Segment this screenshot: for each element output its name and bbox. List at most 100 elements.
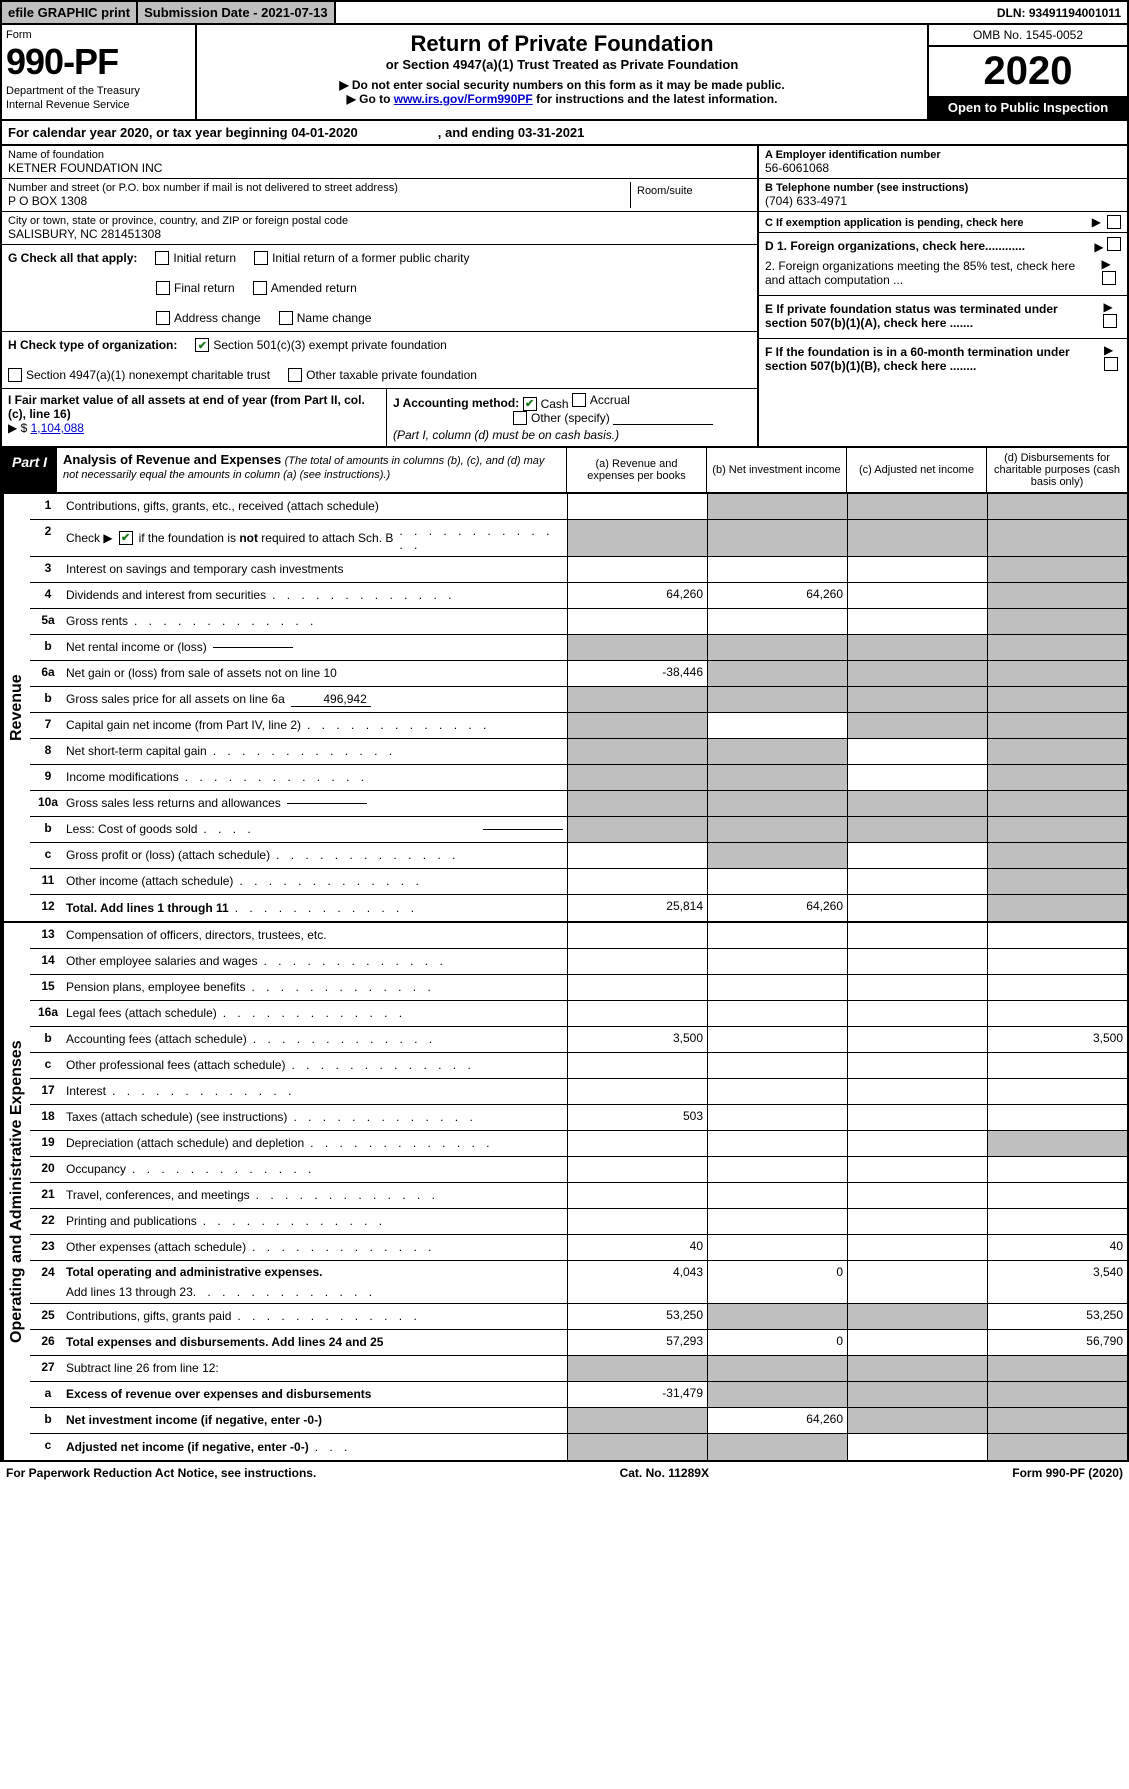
j-cash[interactable]: Cash	[523, 397, 569, 411]
form-subtitle: or Section 4947(a)(1) Trust Treated as P…	[203, 57, 921, 72]
expenses-table: Operating and Administrative Expenses 13…	[0, 923, 1129, 1462]
line24-b: 0	[707, 1261, 847, 1303]
b-label: B Telephone number (see instructions)	[765, 182, 1121, 194]
j-other[interactable]: Other (specify)	[513, 411, 610, 425]
part1-title: Analysis of Revenue and Expenses	[63, 452, 281, 467]
line6b-mini: 496,942	[291, 692, 371, 707]
cal-pre: For calendar year 2020, or tax year begi…	[8, 125, 358, 140]
b-value: (704) 633-4971	[765, 194, 1121, 208]
revenue-side-label: Revenue	[2, 494, 30, 921]
line23-d: 40	[987, 1235, 1127, 1260]
calendar-year-row: For calendar year 2020, or tax year begi…	[0, 121, 1129, 146]
h-label: H Check type of organization:	[8, 338, 177, 352]
submission-btn[interactable]: Submission Date - 2021-07-13	[138, 2, 336, 23]
line26-a: 57,293	[567, 1330, 707, 1355]
h-opt-1[interactable]: Section 501(c)(3) exempt private foundat…	[195, 338, 446, 352]
header-mid: Return of Private Foundation or Section …	[197, 25, 927, 119]
line24-d: 3,540	[987, 1261, 1127, 1303]
line6a-a: -38,446	[567, 661, 707, 686]
j-accrual[interactable]: Accrual	[572, 393, 630, 407]
g-row: G Check all that apply: Initial return I…	[2, 245, 757, 332]
irs-link[interactable]: www.irs.gov/Form990PF	[394, 92, 533, 106]
revenue-body: 1Contributions, gifts, grants, etc., rec…	[30, 494, 1127, 921]
header-left: Form 990-PF Department of the Treasury I…	[2, 25, 197, 119]
form-title: Return of Private Foundation	[203, 31, 921, 57]
j-label: J Accounting method:	[393, 396, 519, 410]
footer-mid: Cat. No. 11289X	[620, 1466, 709, 1480]
efile-btn[interactable]: efile GRAPHIC print	[2, 2, 138, 23]
omb-number: OMB No. 1545-0052	[929, 25, 1127, 47]
line4-a: 64,260	[567, 583, 707, 608]
a-value: 56-6061068	[765, 161, 1121, 175]
city-row: City or town, state or province, country…	[2, 212, 757, 245]
line12-a: 25,814	[567, 895, 707, 921]
form-header: Form 990-PF Department of the Treasury I…	[0, 25, 1129, 121]
i-block: I Fair market value of all assets at end…	[2, 389, 387, 446]
b-row: B Telephone number (see instructions) (7…	[759, 179, 1127, 212]
h-opt-2[interactable]: Section 4947(a)(1) nonexempt charitable …	[8, 368, 270, 382]
line16b-d: 3,500	[987, 1027, 1127, 1052]
line16b-a: 3,500	[567, 1027, 707, 1052]
footer-right: Form 990-PF (2020)	[1012, 1466, 1123, 1480]
tax-year: 2020	[929, 47, 1127, 96]
top-bar: efile GRAPHIC print Submission Date - 20…	[0, 0, 1129, 25]
city-value: SALISBURY, NC 281451308	[8, 227, 751, 241]
expenses-side-label: Operating and Administrative Expenses	[2, 923, 30, 1460]
page-footer: For Paperwork Reduction Act Notice, see …	[0, 1462, 1129, 1484]
j-block: J Accounting method: Cash Accrual Other …	[387, 389, 757, 446]
cal-end: , and ending 03-31-2021	[438, 125, 585, 140]
d1-checkbox[interactable]	[1107, 237, 1121, 251]
h-row: H Check type of organization: Section 50…	[2, 332, 757, 388]
line24-a: 4,043	[567, 1261, 707, 1303]
line27b-b: 64,260	[707, 1408, 847, 1433]
e-block: E If private foundation status was termi…	[759, 296, 1127, 339]
header-right: OMB No. 1545-0052 2020 Open to Public In…	[927, 25, 1127, 119]
c-label: C If exemption application is pending, c…	[765, 217, 1024, 229]
g-opt-3[interactable]: Amended return	[253, 281, 357, 295]
dln-label: DLN: 93491194001011	[991, 2, 1127, 23]
line18-a: 503	[567, 1105, 707, 1130]
part1-desc: Analysis of Revenue and Expenses (The to…	[57, 448, 567, 492]
line26-b: 0	[707, 1330, 847, 1355]
line2-checkbox[interactable]	[119, 531, 133, 545]
g-opt-5[interactable]: Name change	[279, 311, 372, 325]
part1-tag: Part I	[2, 448, 57, 492]
line27a-a: -31,479	[567, 1382, 707, 1407]
addr-row: Number and street (or P.O. box number if…	[2, 179, 757, 212]
a-label: A Employer identification number	[765, 149, 1121, 161]
line25-a: 53,250	[567, 1304, 707, 1329]
i-arrow: ▶ $	[8, 421, 27, 435]
f-checkbox[interactable]	[1104, 357, 1118, 371]
ij-row: I Fair market value of all assets at end…	[2, 388, 757, 446]
i-value[interactable]: 1,104,088	[31, 421, 84, 435]
line12-b: 64,260	[707, 895, 847, 921]
info-left: Name of foundation KETNER FOUNDATION INC…	[2, 146, 757, 446]
g-opt-0[interactable]: Initial return	[155, 251, 236, 265]
form-label: Form	[6, 29, 191, 41]
inst2-post: for instructions and the latest informat…	[533, 92, 778, 106]
col-c-hdr: (c) Adjusted net income	[847, 448, 987, 492]
j-note: (Part I, column (d) must be on cash basi…	[393, 428, 619, 442]
info-grid: Name of foundation KETNER FOUNDATION INC…	[0, 146, 1129, 448]
i-label: I Fair market value of all assets at end…	[8, 393, 365, 421]
c-checkbox[interactable]	[1107, 215, 1121, 229]
g-opt-2[interactable]: Final return	[156, 281, 235, 295]
open-inspection: Open to Public Inspection	[929, 96, 1127, 119]
d2-checkbox[interactable]	[1102, 271, 1116, 285]
d-block: D 1. Foreign organizations, check here..…	[759, 233, 1127, 296]
e-checkbox[interactable]	[1103, 314, 1117, 328]
city-label: City or town, state or province, country…	[8, 215, 751, 227]
info-right: A Employer identification number 56-6061…	[757, 146, 1127, 446]
col-a-hdr: (a) Revenue and expenses per books	[567, 448, 707, 492]
g-opt-1[interactable]: Initial return of a former public charit…	[254, 251, 469, 265]
expenses-body: 13Compensation of officers, directors, t…	[30, 923, 1127, 1460]
dept-1: Department of the Treasury	[6, 85, 191, 97]
part1-header: Part I Analysis of Revenue and Expenses …	[0, 448, 1129, 494]
h-opt-3[interactable]: Other taxable private foundation	[288, 368, 477, 382]
col-b-hdr: (b) Net investment income	[707, 448, 847, 492]
f-block: F If the foundation is in a 60-month ter…	[759, 339, 1127, 381]
col-d-hdr: (d) Disbursements for charitable purpose…	[987, 448, 1127, 492]
d1: D 1. Foreign organizations, check here..…	[765, 239, 1025, 253]
form-number: 990-PF	[6, 41, 191, 83]
g-opt-4[interactable]: Address change	[156, 311, 261, 325]
